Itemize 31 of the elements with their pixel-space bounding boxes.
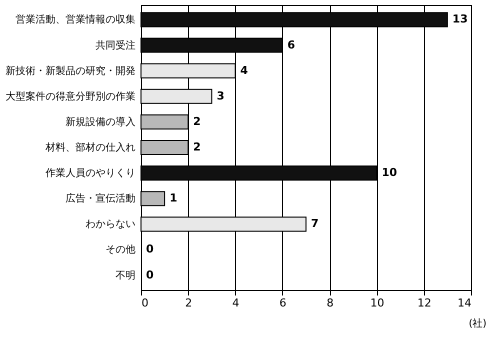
data-label: 10 bbox=[382, 166, 398, 180]
data-label: 2 bbox=[193, 114, 201, 128]
y-tick-label: 作業人員のやりくり bbox=[44, 167, 136, 180]
data-label: 0 bbox=[146, 242, 154, 256]
x-tick-label: 10 bbox=[370, 296, 384, 310]
x-tick-label: 2 bbox=[185, 296, 192, 310]
data-label: 4 bbox=[240, 64, 248, 77]
y-tick-label: 営業活動、営業情報の収集 bbox=[16, 14, 136, 26]
x-axis-title: (社) bbox=[468, 318, 487, 330]
x-tick-label: 0 bbox=[142, 296, 148, 310]
x-tick-label: 14 bbox=[458, 296, 472, 310]
x-tick-label: 6 bbox=[279, 296, 286, 310]
y-tick-label: 共同受注 bbox=[96, 39, 136, 52]
data-label: 0 bbox=[146, 268, 154, 282]
y-tick-label: 広告・宣伝活動 bbox=[66, 192, 136, 205]
data-label: 6 bbox=[287, 38, 296, 52]
data-label: 7 bbox=[311, 217, 319, 230]
data-label: 2 bbox=[193, 140, 201, 154]
data-label: 1 bbox=[170, 192, 178, 205]
x-tick-label: 4 bbox=[232, 296, 240, 310]
data-label: 13 bbox=[452, 12, 468, 26]
y-tick-label: 新技術・新製品の研究・開発 bbox=[6, 64, 136, 77]
y-tick-label: 大型案件の得意分野別の作業 bbox=[6, 90, 136, 102]
x-tick-label: 12 bbox=[417, 296, 432, 310]
y-tick-label: 新規設備の導入 bbox=[66, 116, 136, 128]
y-tick-label: その他 bbox=[106, 244, 136, 256]
data-label: 3 bbox=[216, 89, 224, 102]
y-tick-label: 材料、部材の仕入れ bbox=[44, 142, 136, 154]
x-tick-label: 8 bbox=[326, 296, 334, 310]
y-tick-label: わからない bbox=[86, 219, 136, 230]
y-tick-label: 不明 bbox=[116, 270, 136, 282]
